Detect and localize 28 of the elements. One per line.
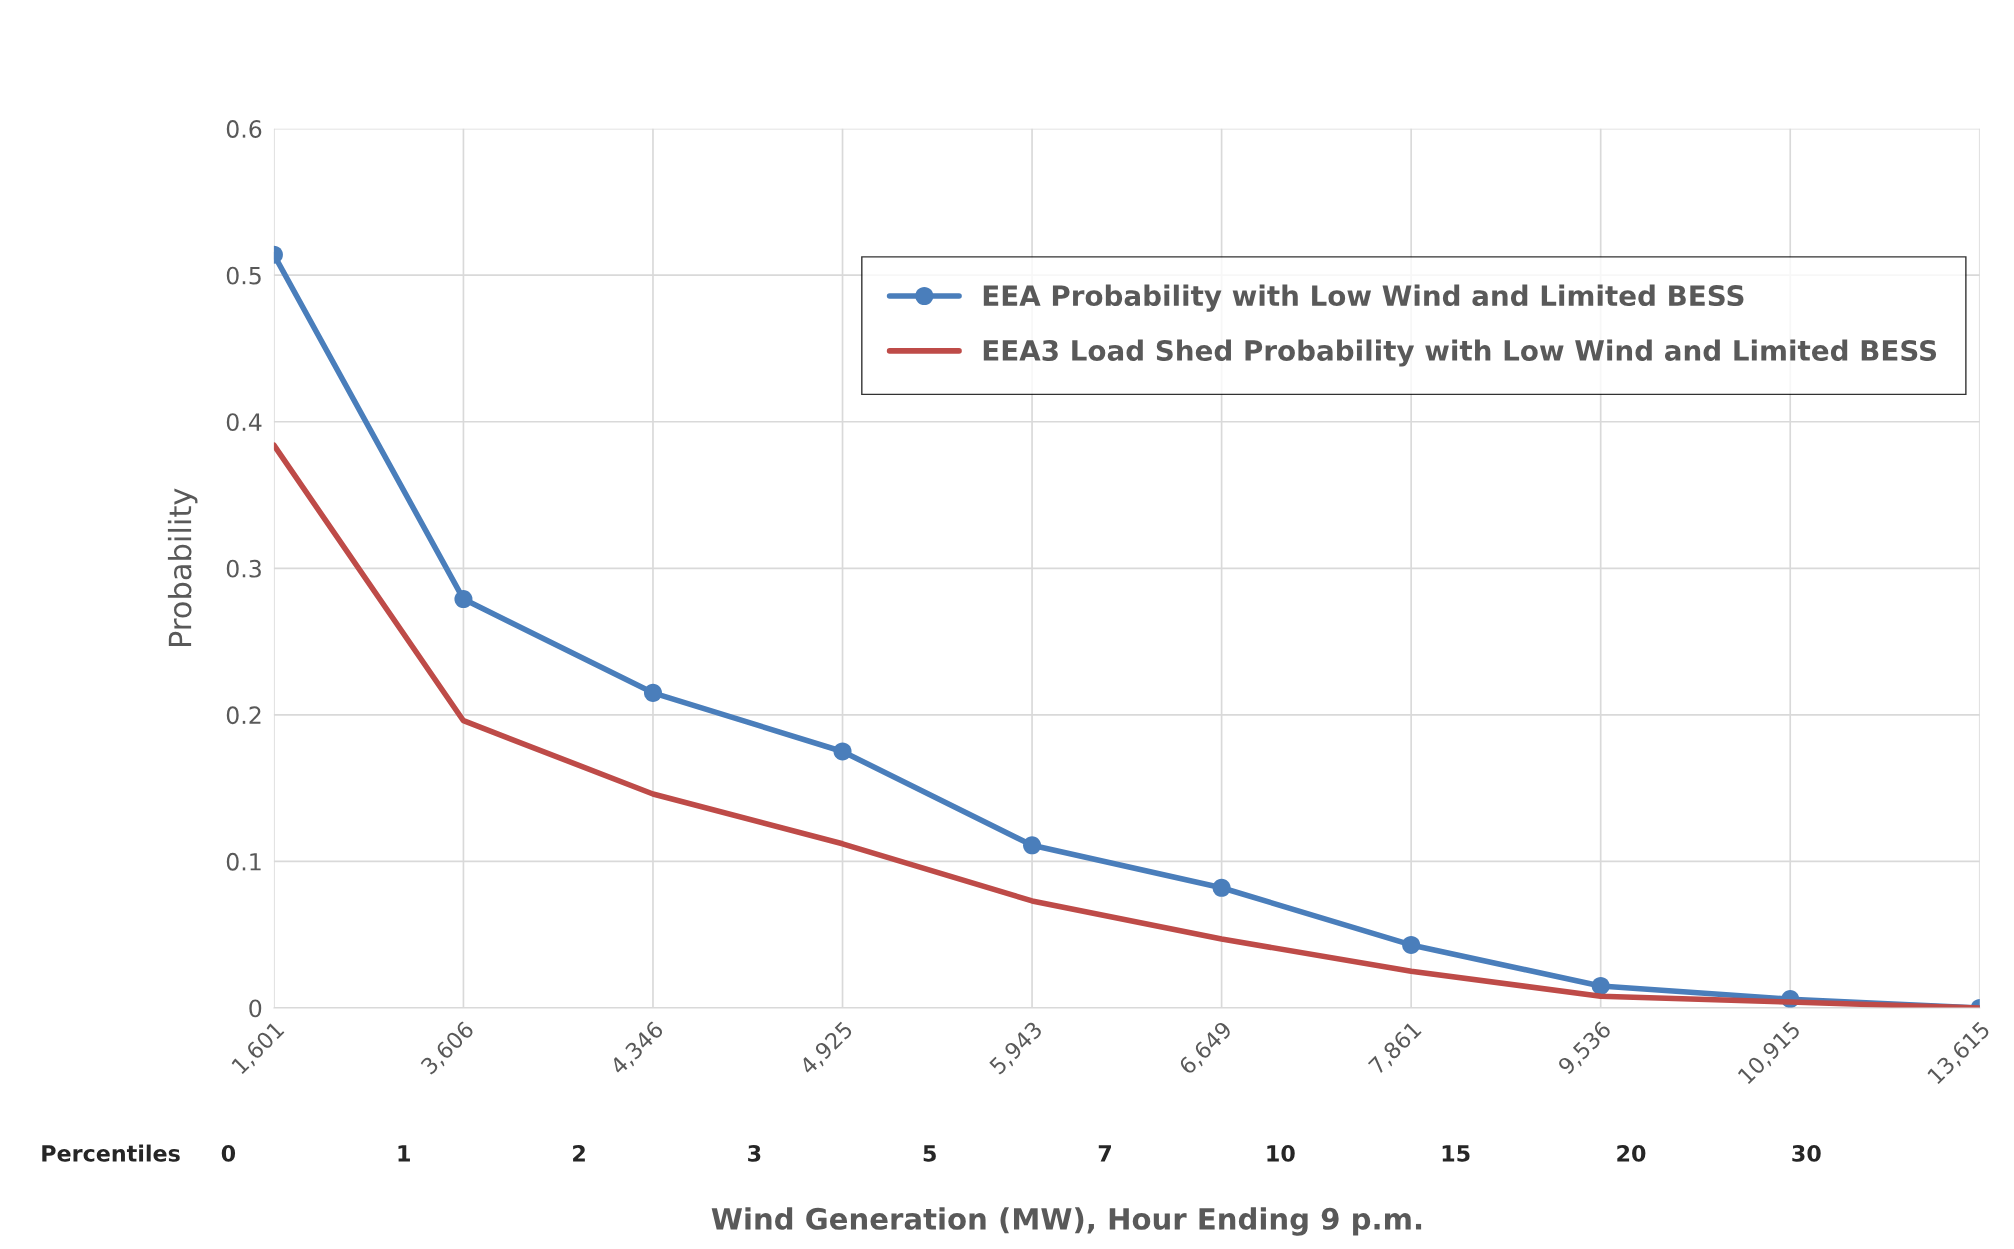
y-tick-label: 0.1 [226, 852, 261, 871]
point [643, 683, 663, 702]
y-tick-label: 0.4 [226, 413, 262, 432]
text: 10 [1267, 1144, 1295, 1162]
y-axis-title: Probability [167, 488, 198, 647]
text: 1 [398, 1145, 410, 1162]
point [454, 590, 473, 609]
text: Percentiles [42, 1144, 180, 1162]
point [1402, 935, 1421, 954]
text: 3 [748, 1144, 761, 1162]
y-tick-label: 0.2 [226, 706, 261, 725]
y-tick-label: 0 [249, 999, 262, 1018]
text: 20 [1617, 1144, 1646, 1162]
y-tick-label: 0.5 [226, 266, 261, 285]
y-tick-label: 0.3 [226, 559, 261, 578]
point [1212, 878, 1231, 897]
point [1591, 976, 1610, 995]
text: 7 [1098, 1145, 1111, 1162]
text: 2 [573, 1144, 585, 1162]
point [833, 742, 852, 761]
y-tick-label: 0.6 [226, 120, 262, 138]
legend-label: EEA3 Load Shed Probability with Low Wind and Limited BESS [983, 339, 1937, 367]
text: 5 [923, 1145, 936, 1162]
x-axis-title: Wind Generation (MW), Hour Ending 9 p.m. [711, 1207, 1422, 1236]
point [1023, 836, 1042, 855]
text: 30 [1792, 1144, 1821, 1162]
text: 15 [1442, 1145, 1470, 1162]
legend-label: EEA Probability with Low Wind and Limited BESS [983, 284, 1744, 312]
